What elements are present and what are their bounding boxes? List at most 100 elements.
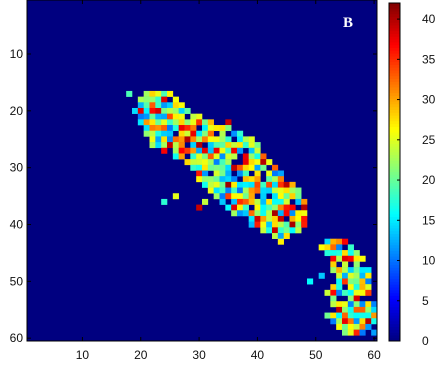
- colorbar-segment: [389, 239, 400, 243]
- heatmap-cell: [184, 119, 191, 126]
- x-tick-label: 60: [367, 348, 381, 362]
- heatmap-cell: [225, 159, 232, 166]
- heatmap-cell: [347, 267, 354, 274]
- heatmap-cell: [266, 215, 273, 222]
- heatmap-cell: [295, 210, 302, 217]
- heatmap-cell: [219, 153, 226, 160]
- heatmap-cell: [330, 261, 337, 268]
- heatmap-cell: [172, 153, 179, 160]
- colorbar-segment: [389, 304, 400, 308]
- heatmap-cell: [277, 170, 284, 177]
- colorbar-segment: [389, 233, 400, 238]
- heatmap-cell: [330, 318, 337, 325]
- heatmap-cell: [207, 153, 214, 160]
- colorbar-segment: [389, 183, 400, 187]
- heatmap-cell: [242, 159, 249, 166]
- heatmap-cell: [353, 318, 360, 325]
- heatmap-cells: [27, 0, 378, 341]
- y-axis-ticks: 10 20 30 40 50 60: [10, 47, 377, 345]
- heatmap-cell: [237, 193, 244, 200]
- heatmap-cell: [365, 306, 372, 313]
- y-tick-label: 20: [10, 104, 24, 118]
- heatmap-cell: [225, 142, 232, 149]
- colorbar-segment: [389, 236, 400, 240]
- heatmap-cell: [172, 147, 179, 154]
- heatmap-cell: [266, 176, 273, 183]
- heatmap-cell: [137, 102, 144, 109]
- heatmap-cell: [295, 221, 302, 228]
- heatmap-cell: [202, 136, 209, 143]
- heatmap-cell: [272, 170, 279, 177]
- y-tick-label: 10: [10, 47, 24, 61]
- heatmap-cell: [167, 136, 174, 143]
- colorbar-segment: [389, 98, 400, 102]
- heatmap-cell: [231, 142, 238, 149]
- heatmap-cell: [272, 187, 279, 194]
- heatmap-cell: [237, 198, 244, 205]
- heatmap-cell: [190, 119, 197, 126]
- heatmap-cell: [277, 210, 284, 217]
- heatmap-cell: [231, 181, 238, 188]
- colorbar-segment: [389, 307, 400, 311]
- colorbar-segment: [389, 17, 400, 21]
- heatmap-cell: [196, 159, 203, 166]
- heatmap-cell: [202, 147, 209, 154]
- heatmap-cell: [231, 198, 238, 205]
- heatmap-cell: [225, 164, 232, 171]
- heatmap-cell: [353, 301, 360, 308]
- heatmap-cell: [237, 170, 244, 177]
- colorbar-segment: [389, 132, 400, 136]
- heatmap-cell: [178, 130, 185, 137]
- colorbar-segment: [389, 188, 400, 193]
- colorbar-segment: [389, 270, 400, 274]
- colorbar-segment: [389, 174, 400, 179]
- heatmap-cell: [272, 215, 279, 222]
- heatmap-cell: [260, 221, 267, 228]
- heatmap-cell: [213, 181, 220, 188]
- colorbar-segment: [389, 186, 400, 190]
- heatmap-cell: [266, 198, 273, 205]
- heatmap-cell: [330, 312, 337, 319]
- heatmap-cell: [207, 164, 214, 171]
- heatmap-cell: [196, 153, 203, 160]
- colorbar-segment: [389, 202, 400, 207]
- heatmap-cell: [242, 176, 249, 183]
- heatmap-cell: [347, 329, 354, 336]
- heatmap-cell: [207, 159, 214, 166]
- heatmap-cell: [155, 96, 162, 103]
- heatmap-cell: [225, 147, 232, 154]
- colorbar-segment: [389, 50, 400, 55]
- heatmap-cell: [149, 136, 156, 143]
- heatmap-cell: [137, 96, 144, 103]
- colorbar-tick-label: 15: [422, 213, 436, 227]
- colorbar-segment: [389, 42, 400, 46]
- heatmap-cell: [242, 210, 249, 217]
- heatmap-cell: [178, 107, 185, 114]
- colorbar-tick-label: 5: [422, 294, 429, 308]
- heatmap-cell: [149, 119, 156, 126]
- colorbar-segment: [389, 267, 400, 271]
- heatmap-cell: [342, 329, 349, 336]
- heatmap-cell: [266, 210, 273, 217]
- heatmap-cell: [178, 142, 185, 149]
- heatmap-cell: [207, 130, 214, 137]
- colorbar-segment: [389, 197, 400, 201]
- heatmap-cell: [295, 227, 302, 234]
- heatmap-cell: [260, 193, 267, 200]
- heatmap-cell: [353, 295, 360, 302]
- heatmap-cell: [190, 159, 197, 166]
- heatmap-cell: [272, 204, 279, 211]
- heatmap-cell: [324, 238, 331, 245]
- colorbar-segment: [389, 90, 400, 94]
- colorbar-segment: [389, 8, 400, 12]
- heatmap-cell: [161, 130, 168, 137]
- heatmap-cell: [237, 204, 244, 211]
- colorbar-segment: [389, 11, 400, 15]
- heatmap-cell: [336, 284, 343, 291]
- heatmap-cell: [202, 164, 209, 171]
- colorbar-segment: [389, 126, 400, 131]
- heatmap-cell: [301, 221, 308, 228]
- heatmap-cell: [225, 136, 232, 143]
- heatmap-cell: [336, 255, 343, 262]
- heatmap-cell: [213, 142, 220, 149]
